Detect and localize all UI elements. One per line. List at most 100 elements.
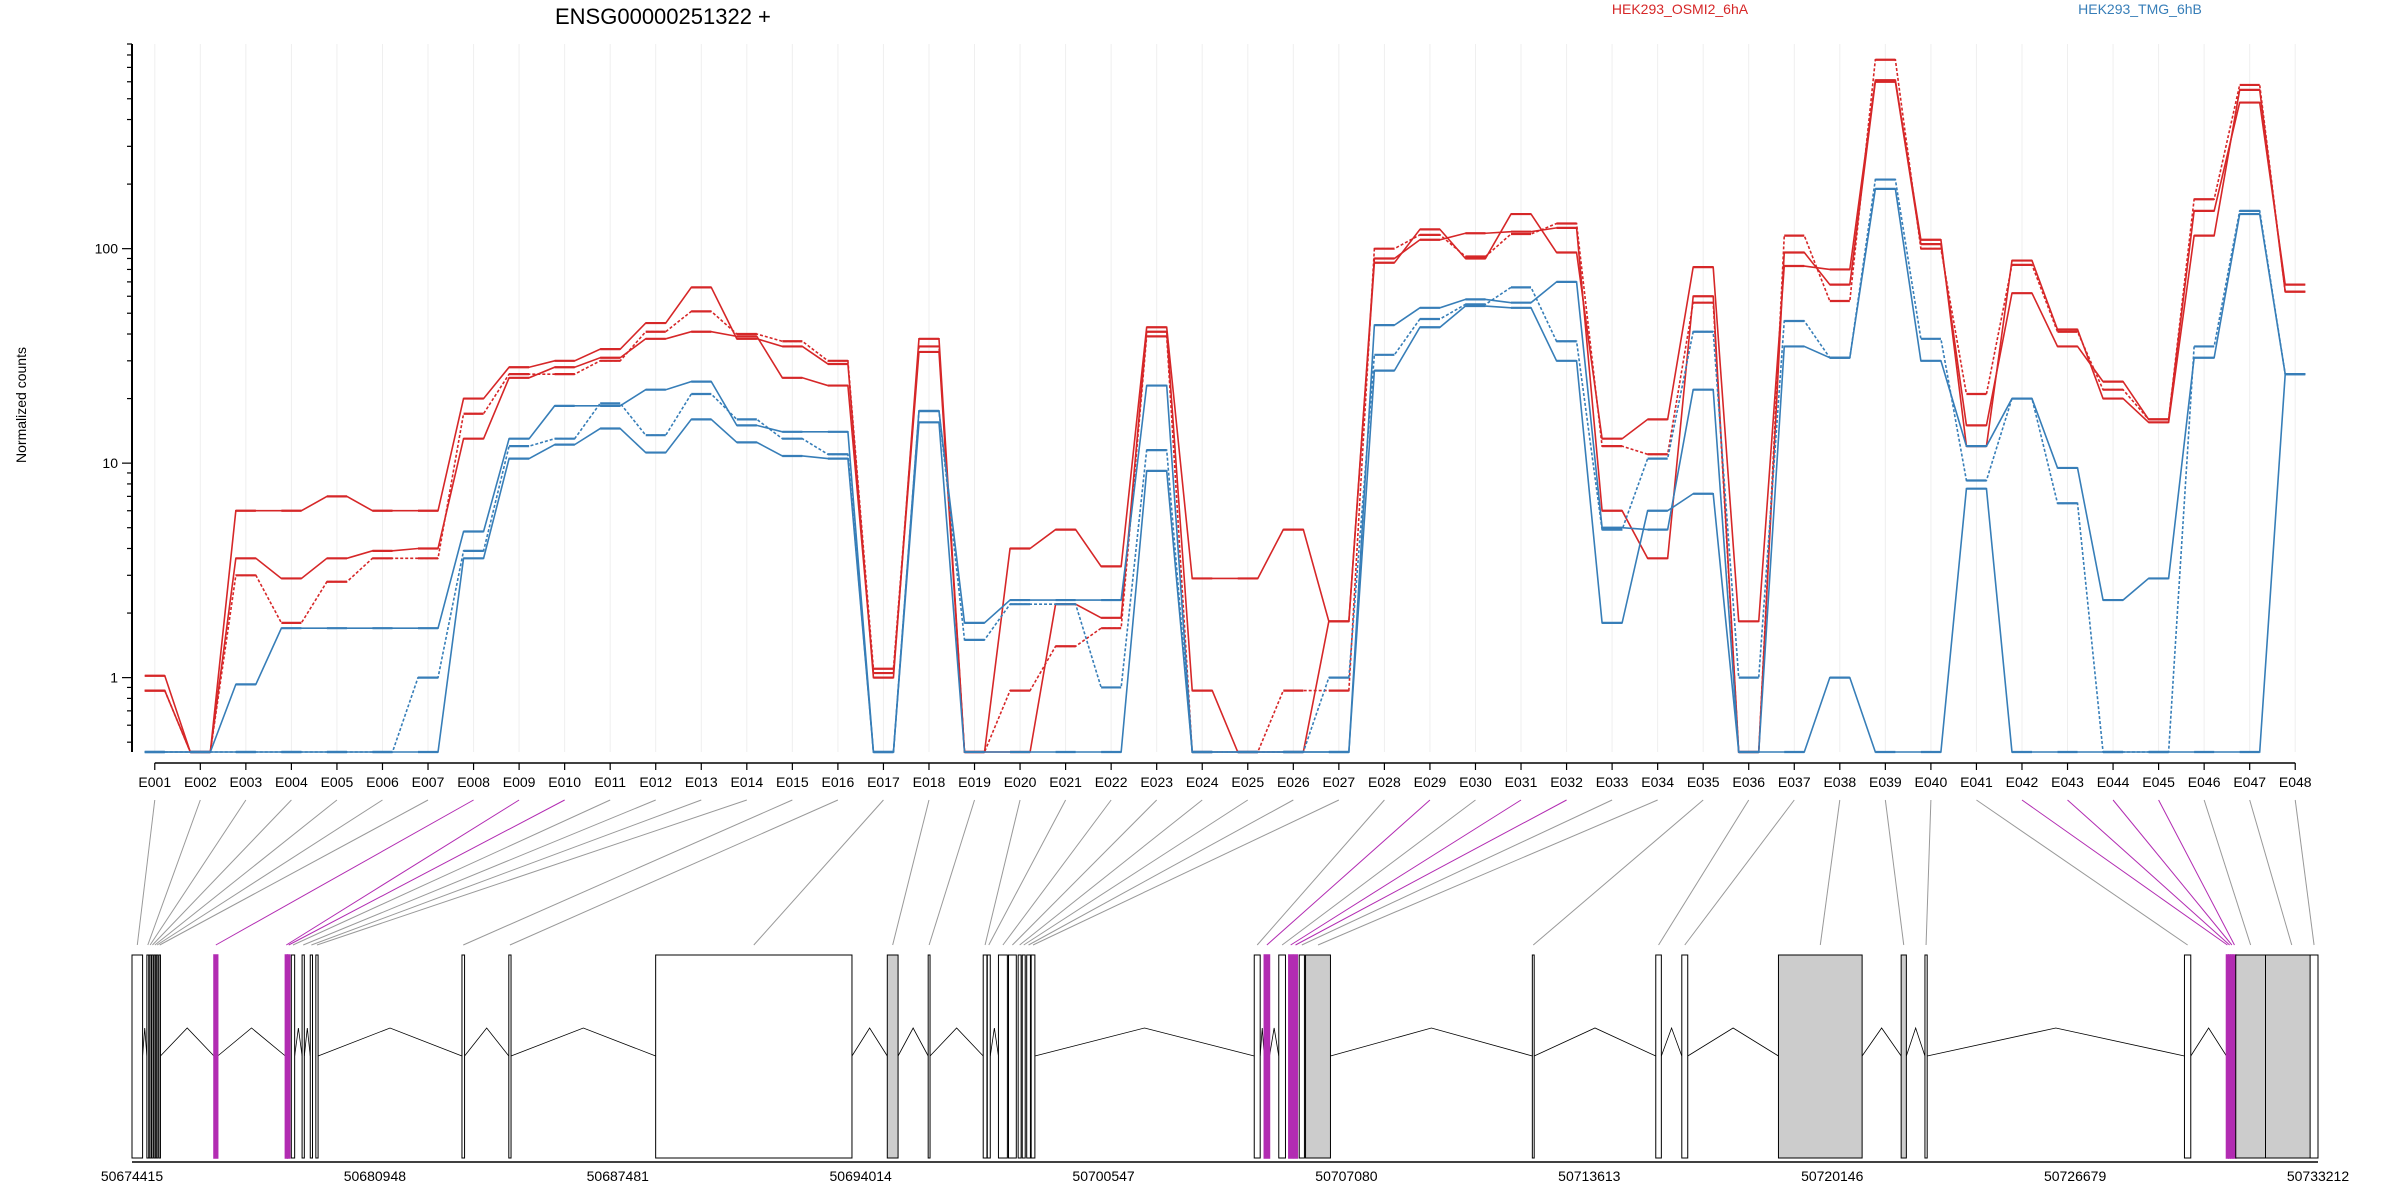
exon-connector xyxy=(1290,799,1522,946)
exon-block xyxy=(151,954,154,1159)
exon-connector xyxy=(1028,799,1294,946)
exon-connector xyxy=(1658,799,1750,946)
intron-line xyxy=(1861,1027,1902,1057)
intron-line xyxy=(1034,1027,1255,1057)
x-tick-label: E014 xyxy=(730,774,763,790)
intron-line xyxy=(317,1027,463,1057)
legend-entry: HEK293_TMG_6hB xyxy=(2078,1,2202,17)
x-tick-label: E039 xyxy=(1869,774,1902,790)
exon-connector xyxy=(1925,799,1932,946)
exon-block xyxy=(1305,954,1331,1159)
x-tick-label: E045 xyxy=(2142,774,2175,790)
exon-block xyxy=(886,954,899,1159)
exon-block xyxy=(986,954,991,1159)
exon-block xyxy=(1026,954,1031,1159)
x-tick-label: E038 xyxy=(1823,774,1856,790)
exon-connector xyxy=(2021,799,2228,946)
exon-block xyxy=(290,954,296,1159)
exon-connector xyxy=(984,799,1021,946)
x-tick-label: E002 xyxy=(184,774,217,790)
x-tick-label: E041 xyxy=(1960,774,1993,790)
y-axis-label: Normalized counts xyxy=(13,347,29,463)
exon-connector xyxy=(311,799,702,946)
x-tick-label: E004 xyxy=(275,774,308,790)
exon-connector xyxy=(1295,799,1567,946)
x-tick-label: E003 xyxy=(230,774,263,790)
intron-line xyxy=(1687,1027,1779,1057)
exon-block xyxy=(508,954,512,1159)
exon-block xyxy=(1681,954,1689,1159)
legend-entry: HEK293_OSMI2_6hA xyxy=(1612,1,1749,17)
grid-lines xyxy=(154,44,2296,752)
x-tick-label: E025 xyxy=(1231,774,1264,790)
exon-connector xyxy=(753,799,884,946)
exon-block xyxy=(2235,954,2267,1159)
intron-line xyxy=(1927,1027,2185,1057)
exon-connector xyxy=(2158,799,2235,946)
genomic-tick-label: 50687481 xyxy=(587,1168,650,1184)
exon-connector xyxy=(152,799,292,946)
exon-connector xyxy=(288,799,565,946)
exon-connector xyxy=(892,799,930,946)
genomic-tick-label: 50694014 xyxy=(830,1168,893,1184)
exon-connectors xyxy=(136,799,2315,946)
exon-connector xyxy=(215,799,474,946)
exon-block xyxy=(1655,954,1662,1159)
y-tick-label: 1 xyxy=(110,670,118,686)
series-line xyxy=(144,79,2306,753)
x-tick-label: E027 xyxy=(1323,774,1356,790)
x-tick-label: E042 xyxy=(2006,774,2039,790)
x-tick-label: E015 xyxy=(776,774,809,790)
x-tick-label: E047 xyxy=(2233,774,2266,790)
exon-connector xyxy=(509,799,839,946)
x-tick-label: E043 xyxy=(2051,774,2084,790)
x-tick-label: E010 xyxy=(548,774,581,790)
legend: HEK293_OSMI2_6hA HEK293_TMG_6hB xyxy=(1612,1,2202,17)
y-tick-label: 10 xyxy=(102,455,118,471)
exon-connector xyxy=(2203,799,2252,946)
exon-block xyxy=(1253,954,1261,1159)
exon-block xyxy=(1263,954,1271,1159)
intron-line xyxy=(897,1027,929,1057)
genomic-tick-label: 50713613 xyxy=(1558,1168,1621,1184)
x-tick-label: E019 xyxy=(958,774,991,790)
x-tick-label: E032 xyxy=(1550,774,1583,790)
exon-connector xyxy=(1976,799,2188,946)
intron-line xyxy=(1660,1026,1683,1057)
exon-connector xyxy=(1301,799,1613,946)
exon-block xyxy=(1531,954,1535,1159)
genomic-axis: 50674415 50680948 50687481 50694014 50700547… xyxy=(101,1161,2349,1184)
exon-block xyxy=(2265,954,2319,1159)
series-line xyxy=(144,188,2306,753)
intron-line xyxy=(217,1027,286,1057)
gene-model xyxy=(131,954,2319,1159)
series-line xyxy=(144,281,2306,753)
intron-line xyxy=(1269,1027,1280,1057)
intron-line xyxy=(851,1027,888,1057)
x-tick-label: E026 xyxy=(1277,774,1310,790)
intron-line xyxy=(2190,1027,2227,1057)
intron-line xyxy=(929,1027,984,1057)
x-tick-label: E035 xyxy=(1687,774,1720,790)
x-tick-label: E018 xyxy=(913,774,946,790)
x-tick-label: E007 xyxy=(412,774,445,790)
exon-connector xyxy=(1684,799,1795,946)
intron-line xyxy=(510,1027,656,1057)
exon-block xyxy=(997,954,1008,1159)
x-tick-label: E028 xyxy=(1368,774,1401,790)
exon-connector xyxy=(1819,799,1841,946)
x-tick-label: E046 xyxy=(2188,774,2221,790)
exon-block xyxy=(1021,954,1026,1159)
exon-connector xyxy=(1532,799,1704,946)
exon-connector xyxy=(1012,799,1158,946)
genomic-tick-label: 50726679 xyxy=(2044,1168,2107,1184)
exon-block xyxy=(1278,954,1286,1159)
exon-connector xyxy=(988,799,1067,946)
exon-connector xyxy=(2249,799,2293,946)
genomic-tick-label: 50680948 xyxy=(344,1168,407,1184)
x-tick-label: E024 xyxy=(1186,774,1219,790)
x-tick-label: E037 xyxy=(1778,774,1811,790)
x-tick-label: E020 xyxy=(1004,774,1037,790)
exon-block xyxy=(1777,954,1863,1159)
